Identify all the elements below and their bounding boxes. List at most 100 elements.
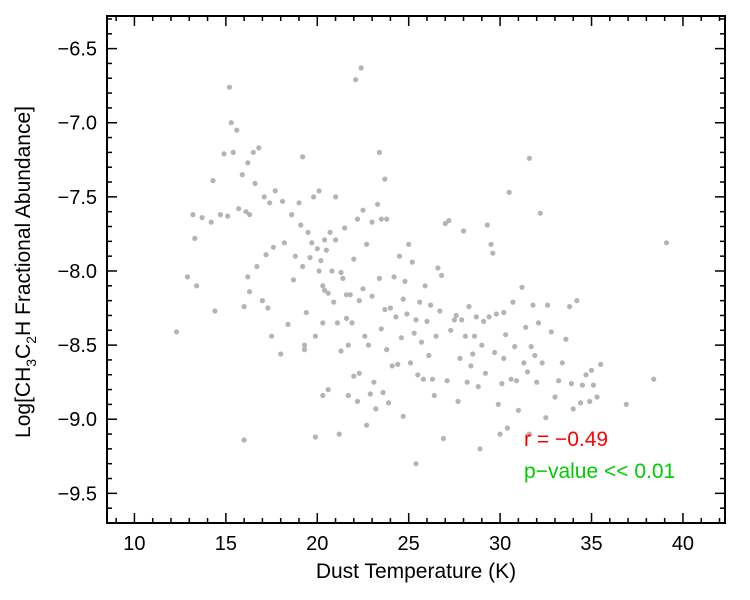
data-point (567, 304, 573, 310)
data-point (380, 389, 386, 396)
data-point (312, 434, 318, 440)
data-point (356, 298, 362, 304)
data-point (270, 244, 276, 250)
data-point (411, 330, 417, 336)
data-point (537, 210, 543, 216)
data-point (360, 286, 366, 292)
data-point (444, 378, 450, 384)
data-point (263, 252, 269, 258)
data-point (545, 302, 551, 308)
data-point (256, 145, 262, 151)
data-point (349, 320, 355, 326)
data-point (429, 376, 436, 382)
data-point (309, 240, 315, 246)
data-point (534, 379, 540, 385)
data-point (457, 355, 463, 361)
data-point (579, 382, 586, 388)
data-point (466, 304, 472, 310)
data-point (325, 290, 331, 296)
data-point (376, 149, 382, 155)
data-point (343, 292, 350, 298)
data-point (320, 320, 326, 326)
y-tick-label: −8.0 (58, 261, 97, 283)
data-point (448, 327, 454, 333)
data-point (406, 241, 412, 247)
y-tick-label: −7.0 (58, 113, 97, 135)
data-point (351, 373, 357, 379)
data-point (484, 222, 490, 228)
data-point (395, 361, 401, 367)
data-point (482, 370, 489, 376)
data-point (433, 333, 439, 339)
data-point (495, 401, 501, 407)
data-point (400, 296, 406, 302)
data-point (173, 329, 180, 335)
data-point (422, 283, 428, 289)
data-point (190, 212, 196, 218)
data-point (455, 398, 461, 404)
data-point (543, 415, 549, 421)
data-point (451, 317, 457, 323)
data-point (245, 160, 251, 166)
data-point (303, 309, 309, 316)
y-tick-label: −8.5 (58, 335, 97, 357)
data-point (501, 309, 507, 316)
data-point (396, 253, 403, 259)
data-point (281, 240, 287, 246)
data-point (356, 370, 362, 376)
data-point (413, 461, 419, 467)
pvalue-annotation: p−value << 0.01 (524, 460, 675, 483)
data-point (464, 379, 470, 385)
data-point (316, 268, 322, 274)
data-point (583, 372, 589, 378)
data-point (300, 154, 306, 160)
data-point (320, 392, 326, 399)
data-point (532, 352, 538, 359)
data-point (578, 400, 584, 406)
data-point (506, 189, 512, 195)
data-point (426, 352, 432, 359)
data-point (382, 176, 388, 182)
data-point (497, 431, 503, 437)
data-point (301, 347, 308, 353)
data-point (322, 237, 328, 243)
data-point (252, 180, 258, 187)
plot-frame (106, 15, 726, 524)
data-point (526, 431, 533, 437)
data-point (508, 376, 514, 382)
data-point (382, 306, 388, 313)
x-tick-label: 30 (489, 533, 511, 555)
x-tick-label: 15 (215, 533, 237, 555)
data-point (404, 311, 410, 317)
data-point (519, 284, 525, 290)
data-point (479, 342, 485, 348)
data-point (316, 188, 322, 194)
axis-ticks (107, 16, 725, 524)
data-point (241, 437, 247, 443)
data-point (590, 382, 597, 388)
data-point (320, 283, 326, 289)
data-point (371, 379, 377, 385)
data-point (501, 355, 507, 361)
x-axis-label: Dust Temperature (K) (316, 560, 516, 583)
data-point (446, 218, 452, 224)
data-point (475, 384, 481, 390)
data-point (325, 387, 331, 393)
data-point (365, 342, 372, 348)
y-tick-label: −9.5 (58, 483, 97, 505)
data-point (530, 302, 536, 308)
x-tick-label: 40 (672, 533, 694, 555)
data-point (526, 155, 533, 161)
data-point (322, 287, 328, 293)
data-point (499, 381, 505, 387)
data-point (570, 406, 576, 412)
data-point (588, 367, 595, 373)
data-point (323, 247, 329, 253)
y-axis-label: Log[CH3C2H Fractional Abundance] (12, 106, 39, 438)
data-point (488, 241, 494, 247)
scatter-points (173, 65, 670, 467)
data-point (261, 194, 267, 200)
data-point (184, 274, 190, 280)
data-point (329, 268, 335, 274)
data-point (428, 302, 434, 308)
